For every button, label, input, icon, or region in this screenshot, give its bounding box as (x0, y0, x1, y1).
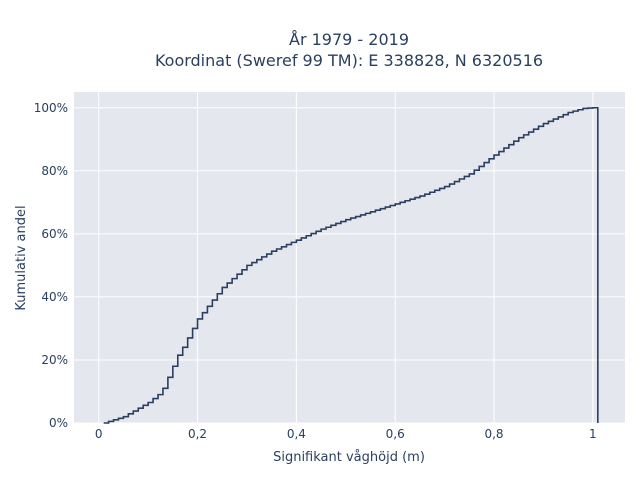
y-tick-label: 100% (34, 101, 68, 115)
y-tick-label: 80% (41, 164, 68, 178)
y-tick-label: 20% (41, 353, 68, 367)
grid (74, 92, 625, 424)
x-tick-label: 0 (95, 427, 103, 441)
x-axis-label: Signifikant våghöjd (m) (273, 450, 425, 465)
y-axis-label: Kumulativ andel (14, 205, 29, 310)
y-tick-label: 0% (49, 416, 68, 430)
x-tick-label: 0,4 (287, 427, 306, 441)
x-axis-ticks: 0 0,2 0,4 0,6 0,8 1 (95, 427, 597, 441)
y-axis-ticks: 0% 20% 40% 60% 80% 100% (34, 101, 68, 430)
x-tick-label: 0,6 (386, 427, 405, 441)
y-tick-label: 40% (41, 290, 68, 304)
plot-area (74, 92, 625, 423)
x-tick-label: 0,8 (484, 427, 503, 441)
chart-title-line2: Koordinat (Sweref 99 TM): E 338828, N 63… (155, 51, 543, 70)
cdf-step-line (103, 106, 599, 424)
chart-title-line1: År 1979 - 2019 (289, 30, 409, 49)
x-tick-label: 0,2 (188, 427, 207, 441)
y-tick-label: 60% (41, 227, 68, 241)
x-tick-label: 1 (589, 427, 597, 441)
